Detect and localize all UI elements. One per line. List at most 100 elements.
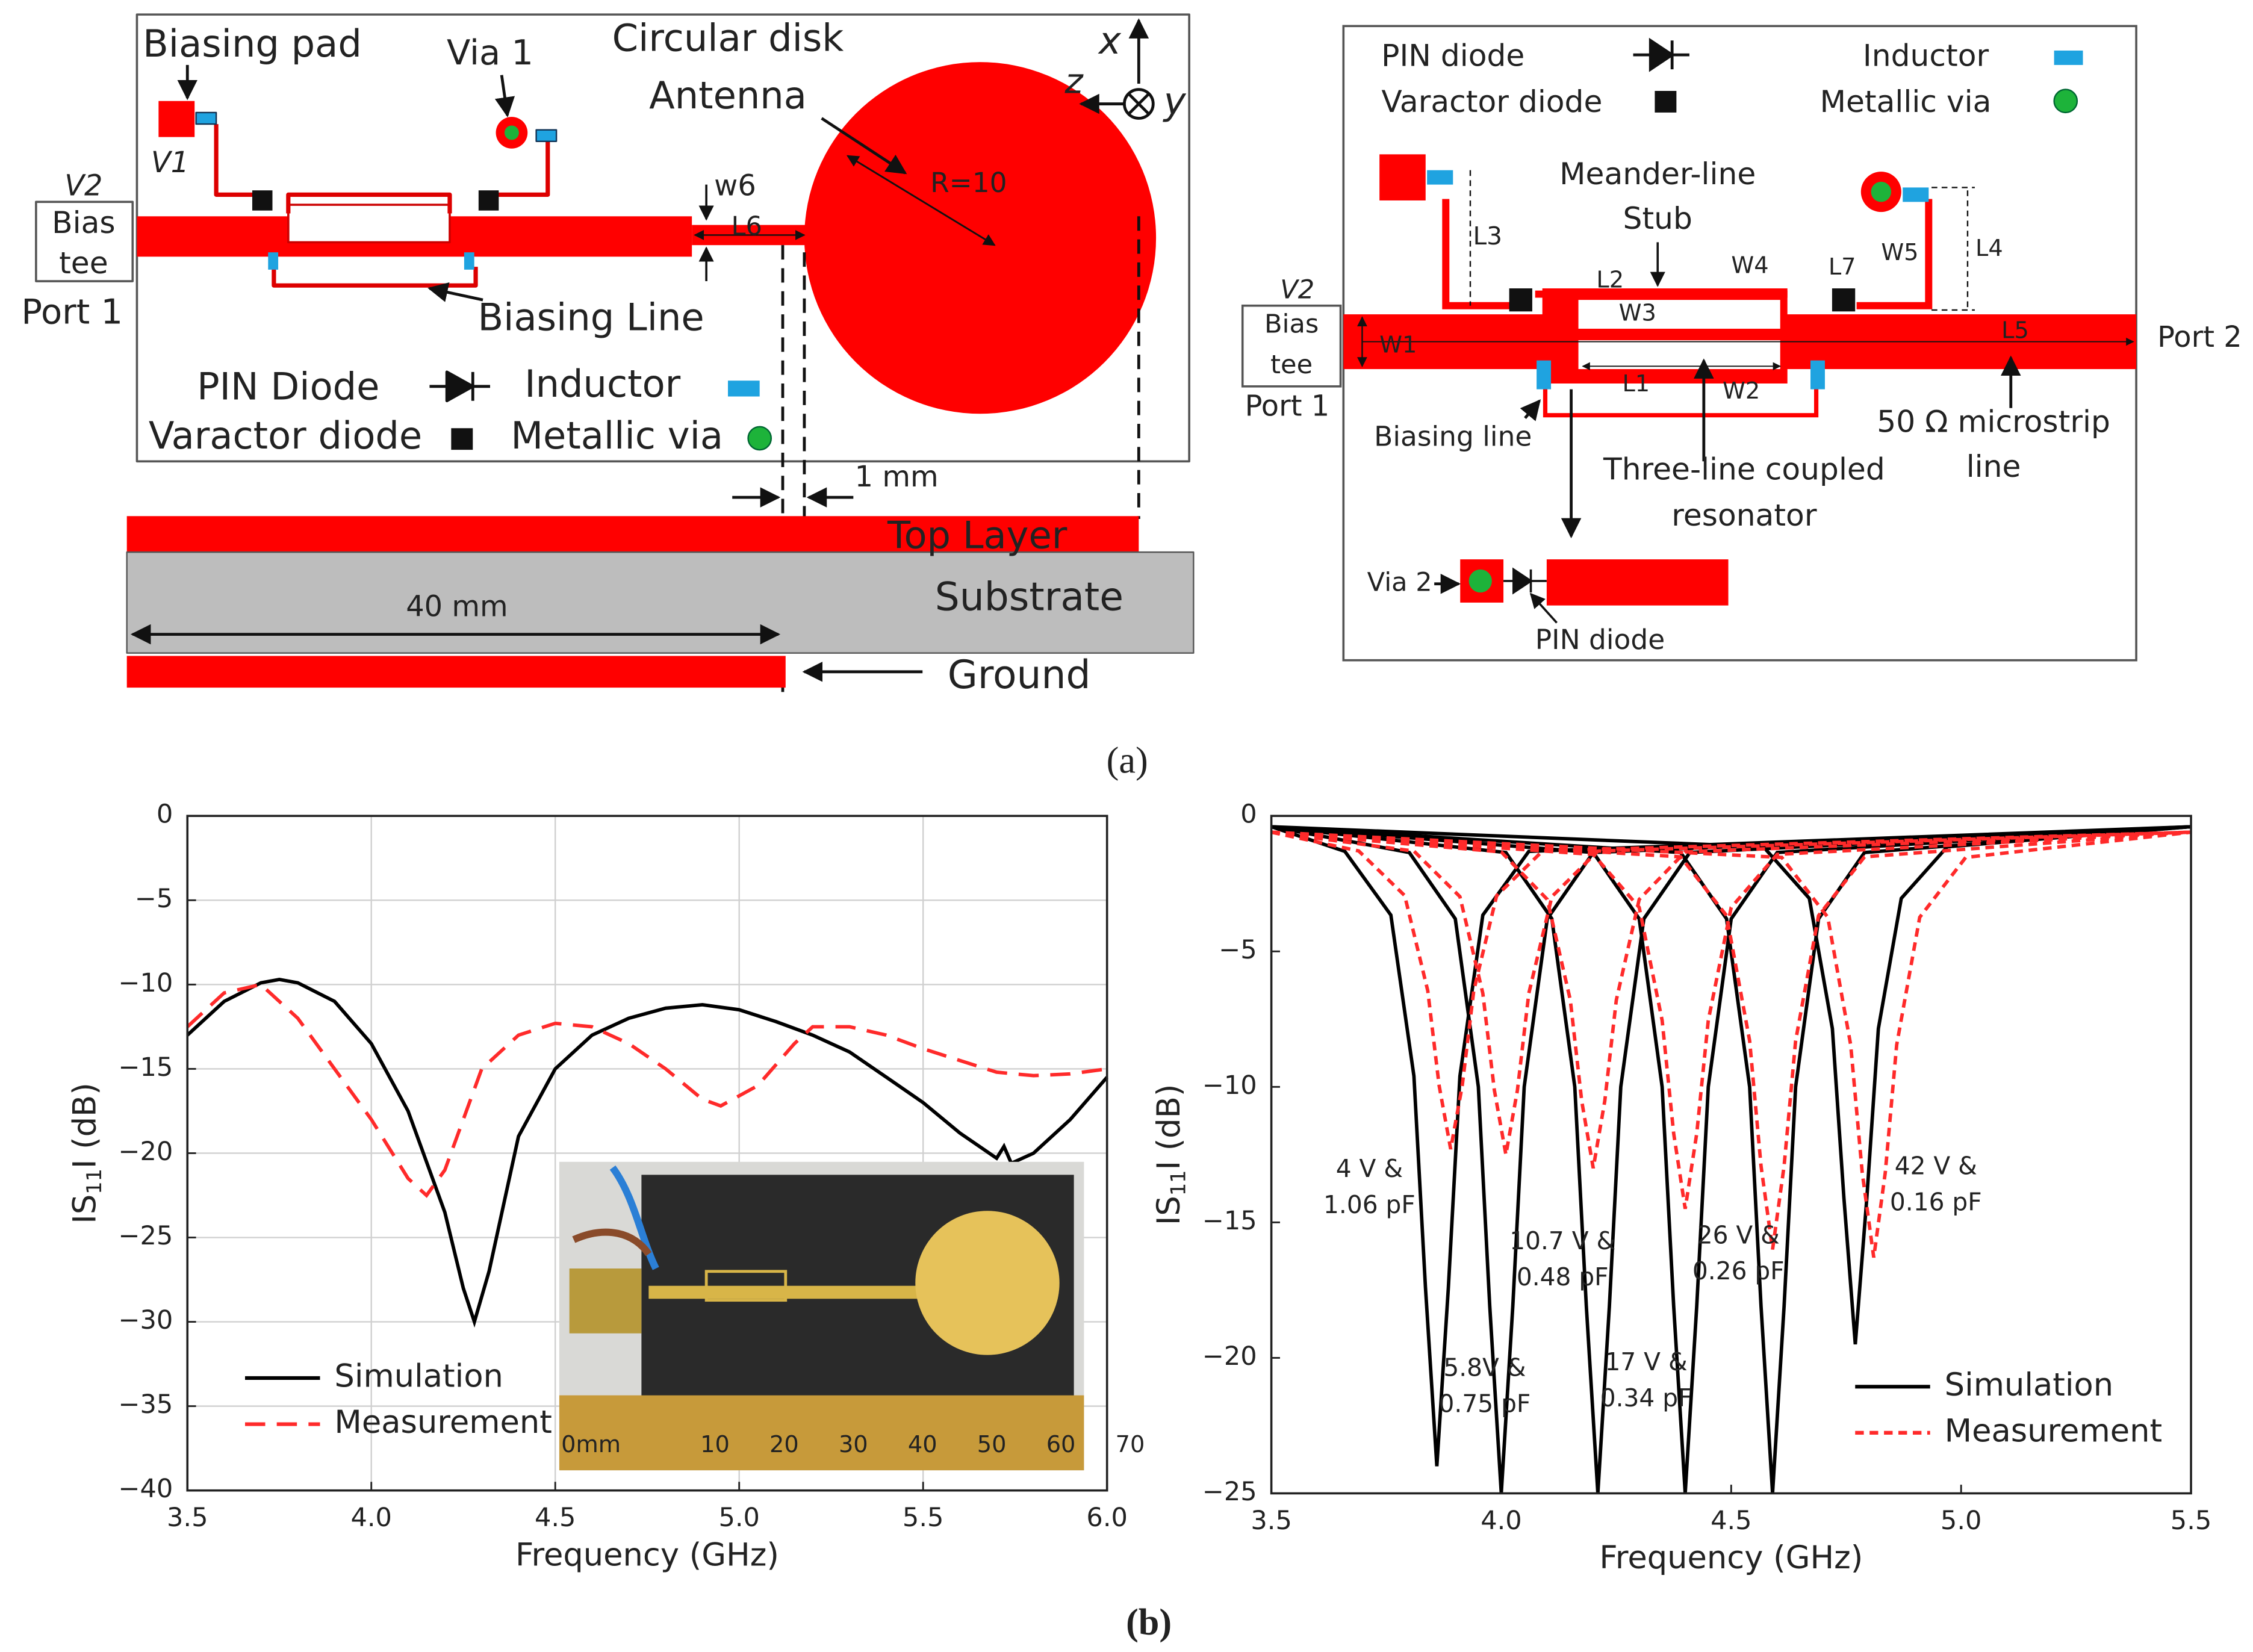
y-tick-label: −5 <box>1219 935 1257 965</box>
y-tick-label: 0 <box>1240 800 1257 830</box>
series-line <box>1270 825 2192 1467</box>
y-tick-label: 0 <box>157 800 173 830</box>
diagram-label: V2 <box>64 169 102 202</box>
diagram-label: 1 mm <box>855 461 939 494</box>
diagram-label: Biasing Line <box>477 296 704 340</box>
inset-photo: 0mm 10 20 30 40 50 60 70 <box>559 1161 1145 1471</box>
annotation: 42 V & <box>1895 1151 1977 1180</box>
legend-label: Measurement <box>1945 1413 2163 1450</box>
diagram-label: L2 <box>1596 267 1624 294</box>
diagram-label: Port 1 <box>21 292 123 332</box>
plot-frame <box>186 815 1108 1492</box>
y-tick-label: −10 <box>1202 1070 1257 1101</box>
left-diagram <box>35 13 1195 692</box>
annotation: 17 V & <box>1605 1347 1687 1376</box>
y-tick-label: −25 <box>118 1221 173 1251</box>
y-tick-label: −20 <box>1202 1341 1257 1371</box>
diagram-label: Biasing line <box>1374 420 1532 452</box>
y-tick-label: −5 <box>135 884 173 914</box>
y-tick-label: −40 <box>118 1474 173 1504</box>
diagram-label: Via 1 <box>447 33 533 73</box>
ruler-label: 40 <box>908 1431 937 1458</box>
y-tick-label: −30 <box>118 1305 173 1335</box>
y-label-main: IS <box>66 1194 103 1224</box>
diagram-label: Circular disk <box>612 16 844 60</box>
annotation: 4 V & <box>1336 1154 1403 1183</box>
diagram-label: L6 <box>731 211 762 241</box>
x-tick-label: 5.5 <box>2171 1506 2212 1536</box>
y-tick-label: −15 <box>1202 1206 1257 1236</box>
y-tick-label: −35 <box>118 1390 173 1420</box>
diagram-label: 50 Ω microstrip <box>1877 404 2110 439</box>
diagram-label: resonator <box>1671 497 1817 533</box>
diagram-label: w6 <box>714 169 756 202</box>
legend-label: Simulation <box>1945 1367 2113 1403</box>
annotation: 1.06 pF <box>1323 1190 1416 1219</box>
legend-label: Measurement <box>334 1404 552 1441</box>
diagram-label: Top Layer <box>887 513 1067 557</box>
diagram-label: L4 <box>1975 235 2003 262</box>
series-line <box>1271 830 2192 1210</box>
x-tick-label: 5.0 <box>1941 1506 1982 1536</box>
ruler-label: 60 <box>1046 1431 1076 1458</box>
series-line <box>1271 830 2192 1155</box>
x-tick-label: 4.5 <box>535 1503 576 1533</box>
ruler-label: 20 <box>769 1431 799 1458</box>
ruler-label: 70 <box>1116 1431 1145 1458</box>
y-axis-label: IS11I (dB) <box>66 1082 105 1224</box>
diagram-label: R=10 <box>930 167 1007 199</box>
y-label-tail: I (dB) <box>1151 1084 1187 1170</box>
x-tick-label: 3.5 <box>167 1503 208 1533</box>
y-tick-label: −10 <box>118 968 173 998</box>
y-tick-label: −20 <box>118 1137 173 1167</box>
annotation: 0.75 pF <box>1439 1389 1531 1418</box>
annotation: 10.7 V & <box>1509 1226 1615 1255</box>
diagram-label: Inductor <box>1863 37 1989 73</box>
x-tick-label: 4.0 <box>1481 1506 1522 1536</box>
series-line <box>1271 830 2192 1258</box>
plot-frame <box>1270 815 2192 1495</box>
x-tick-label: 5.5 <box>903 1503 944 1533</box>
series-line <box>1271 830 2192 1169</box>
y-label-tail: I (dB) <box>66 1082 103 1169</box>
diagram-label: W1 <box>1379 331 1417 358</box>
y-label-main: IS <box>1151 1196 1187 1225</box>
diagram-label: V1 <box>151 146 189 179</box>
diagram-label: 40 mm <box>406 590 508 623</box>
diagram-label: Port 1 <box>1245 390 1330 423</box>
y-tick-label: −25 <box>1202 1477 1257 1507</box>
diagram-label: L7 <box>1829 253 1856 281</box>
diagram-label: Port 2 <box>2157 321 2242 354</box>
ruler-label: 10 <box>700 1431 730 1458</box>
diagram-label: Stub <box>1623 200 1692 236</box>
right-diagram <box>1241 25 2137 662</box>
diagram-label: x <box>1098 19 1122 63</box>
diagram-label: L5 <box>2001 317 2029 344</box>
diagram-label: Bias <box>52 205 115 240</box>
diagram-label: Varactor diode <box>1381 84 1602 119</box>
ruler-label: 50 <box>977 1431 1007 1458</box>
x-axis-label: Frequency (GHz) <box>515 1536 779 1573</box>
chart: 0 −5 −10 −15 −20 −253.5 4.0 4.5 5.0 5.5 Frequency … <box>1151 800 2212 1577</box>
diagram-label: V2 <box>1280 275 1314 305</box>
panel-label: (a) <box>1107 740 1148 781</box>
diagram-label: Meander-line <box>1559 156 1756 191</box>
diagram-label: Three-line coupled <box>1603 452 1885 487</box>
y-tick-label: −15 <box>118 1052 173 1082</box>
diagram-label: L1 <box>1622 370 1650 397</box>
annotation: 5.8V & <box>1443 1353 1526 1382</box>
x-tick-label: 5.0 <box>718 1503 760 1533</box>
annotation: 0.26 pF <box>1692 1256 1785 1285</box>
ruler-label: 0mm <box>561 1431 621 1458</box>
x-tick-label: 3.5 <box>1251 1506 1292 1536</box>
series-line <box>186 978 1108 1328</box>
series-line <box>1271 830 2192 1150</box>
diagram-label: Varactor diode <box>149 414 422 458</box>
diagram-label: Ground <box>948 653 1091 698</box>
diagram-label: W4 <box>1731 252 1768 279</box>
annotation: 0.34 pF <box>1600 1383 1692 1412</box>
diagram-label: L3 <box>1473 222 1502 250</box>
y-label-sub: 11 <box>1166 1170 1190 1196</box>
series-line <box>186 983 1108 1198</box>
